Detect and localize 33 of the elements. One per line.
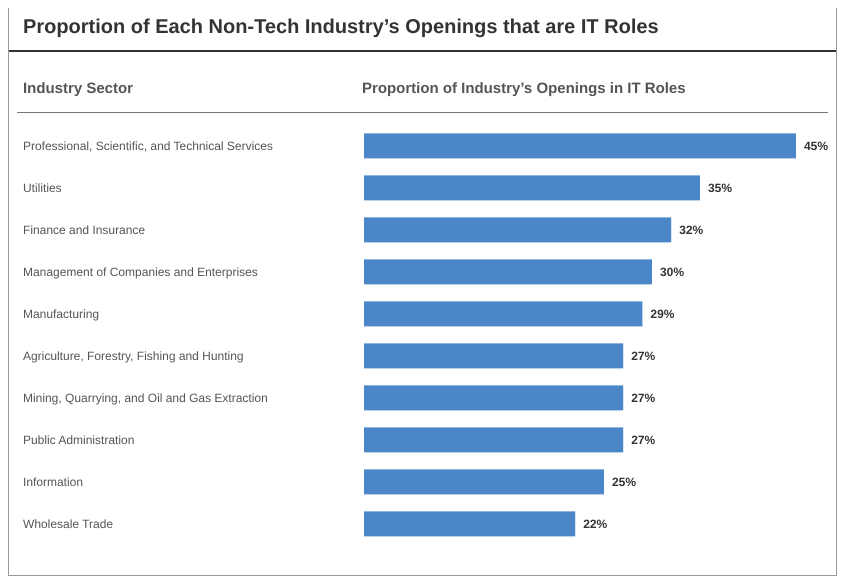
bar	[364, 259, 652, 284]
x-axis-title: Proportion of Industry’s Openings in IT Roles	[362, 80, 686, 97]
bar	[364, 217, 672, 242]
data-label: 29%	[650, 307, 675, 322]
data-label: 22%	[583, 517, 608, 532]
y-tick-label: Mining, Quarrying, and Oil and Gas Extraction	[23, 391, 268, 405]
y-tick-label: Agriculture, Forestry, Fishing and Hunting	[23, 349, 244, 363]
data-label: 27%	[631, 391, 656, 406]
y-tick-label: Manufacturing	[23, 307, 100, 321]
bar	[364, 511, 576, 536]
data-label: 32%	[679, 223, 704, 238]
bar	[364, 343, 624, 368]
y-tick-label: Wholesale Trade	[23, 517, 114, 531]
data-label: 45%	[804, 139, 828, 154]
y-axis-title: Industry Sector	[23, 80, 134, 97]
bar	[364, 427, 624, 452]
data-label: 35%	[708, 181, 732, 196]
data-label: 30%	[660, 265, 684, 280]
y-tick-label: Information	[23, 475, 84, 489]
y-tick-label: Management of Companies and Enterprises	[23, 265, 258, 279]
chart-title: Proportion of Each Non-Tech Industry’s Openings that are IT Roles	[23, 16, 659, 39]
y-tick-label: Professional, Scientific, and Technical Services	[23, 139, 273, 153]
data-label: 27%	[631, 349, 656, 364]
bar	[364, 385, 624, 410]
bar	[364, 133, 796, 158]
bar	[364, 301, 642, 326]
data-label: 27%	[631, 433, 656, 448]
y-tick-label: Utilities	[23, 181, 62, 195]
bar	[364, 469, 604, 494]
bar	[364, 175, 700, 200]
y-tick-label: Public Administration	[23, 433, 134, 447]
y-tick-label: Finance and Insurance	[23, 223, 146, 237]
data-label: 25%	[612, 475, 636, 490]
